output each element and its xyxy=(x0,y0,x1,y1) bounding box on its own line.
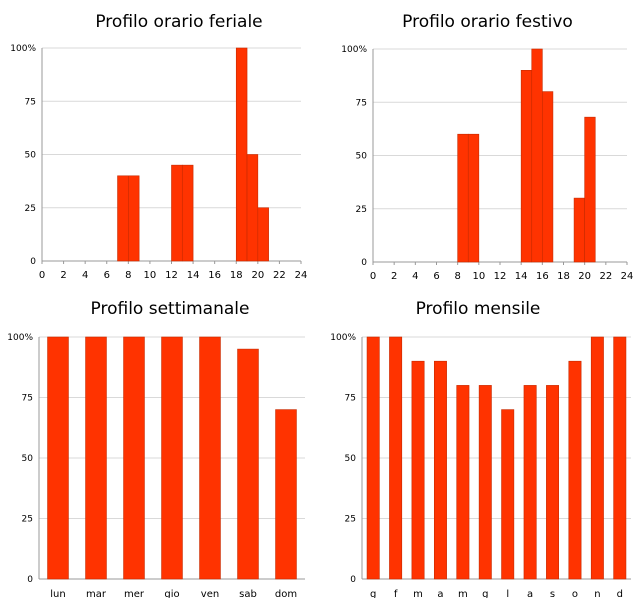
bar xyxy=(128,175,140,262)
x-tick-label: 18 xyxy=(230,270,243,281)
x-tick-label: mer xyxy=(124,589,145,598)
y-tick-label: 25 xyxy=(356,205,367,215)
bar xyxy=(257,207,269,262)
y-tick-label: 25 xyxy=(22,515,33,525)
x-tick-label: 8 xyxy=(125,270,131,281)
x-tick-label: 20 xyxy=(251,270,264,281)
x-tick-label: mar xyxy=(86,589,107,598)
bar xyxy=(613,336,627,580)
y-tick-label: 75 xyxy=(345,394,356,404)
bar xyxy=(161,336,183,580)
bar xyxy=(568,360,582,580)
x-tick-label: g xyxy=(370,589,376,598)
y-tick-label: 75 xyxy=(356,98,367,108)
bar xyxy=(478,385,492,580)
x-tick-label: 24 xyxy=(295,270,308,281)
x-tick-label: dom xyxy=(275,589,297,598)
x-tick-label: m xyxy=(458,589,468,598)
x-tick-label: a xyxy=(527,589,533,598)
y-tick-label: 100% xyxy=(330,333,356,343)
x-tick-label: 18 xyxy=(557,271,570,282)
x-tick-label: g xyxy=(482,589,488,598)
x-tick-label: 6 xyxy=(104,270,110,281)
bar xyxy=(584,116,596,263)
x-tick-label: 14 xyxy=(515,271,528,282)
x-tick-label: 0 xyxy=(370,271,376,282)
x-tick-label: 4 xyxy=(82,270,88,281)
x-tick-label: 24 xyxy=(621,271,633,282)
x-tick-label: 16 xyxy=(208,270,221,281)
x-tick-label: n xyxy=(594,589,600,598)
x-tick-label: 2 xyxy=(391,271,397,282)
y-tick-label: 75 xyxy=(22,394,33,404)
chart-title-mensile: Profilo mensile xyxy=(415,299,541,319)
bar xyxy=(433,360,447,580)
x-tick-label: 22 xyxy=(599,271,612,282)
x-tick-label: lun xyxy=(50,589,65,598)
chart-title-feriale: Profilo orario feriale xyxy=(95,12,263,32)
bar xyxy=(456,385,470,580)
bar xyxy=(389,336,403,580)
x-tick-label: 22 xyxy=(273,270,286,281)
bar xyxy=(275,409,297,580)
y-tick-label: 25 xyxy=(345,515,356,525)
bar xyxy=(123,336,145,580)
bar xyxy=(411,360,425,580)
x-tick-label: 4 xyxy=(412,271,418,282)
y-tick-label: 50 xyxy=(356,152,368,162)
x-tick-label: o xyxy=(572,589,578,598)
bar xyxy=(467,133,480,263)
y-tick-label: 0 xyxy=(30,257,36,267)
x-tick-label: m xyxy=(413,589,423,598)
x-tick-label: 6 xyxy=(433,271,439,282)
y-tick-label: 25 xyxy=(25,204,36,214)
x-tick-label: l xyxy=(506,589,509,598)
y-tick-label: 0 xyxy=(27,575,33,585)
x-tick-label: 12 xyxy=(494,271,507,282)
x-tick-label: 10 xyxy=(472,271,485,282)
x-tick-label: 12 xyxy=(165,270,178,281)
x-tick-label: 16 xyxy=(536,271,549,282)
y-tick-label: 0 xyxy=(361,258,367,268)
x-tick-label: 14 xyxy=(187,270,200,281)
bar xyxy=(85,336,107,580)
bar xyxy=(542,91,554,263)
bar xyxy=(181,164,194,262)
bar xyxy=(47,336,69,580)
bar xyxy=(366,336,380,580)
x-tick-label: a xyxy=(437,589,443,598)
y-tick-label: 100% xyxy=(7,333,33,343)
x-tick-label: sab xyxy=(239,589,257,598)
x-tick-label: 0 xyxy=(39,270,45,281)
chart-title-festivo: Profilo orario festivo xyxy=(402,12,573,32)
x-tick-label: d xyxy=(617,589,623,598)
chart-title-settimanale: Profilo settimanale xyxy=(90,299,250,319)
bar xyxy=(199,336,221,580)
x-tick-label: 20 xyxy=(578,271,591,282)
x-tick-label: f xyxy=(394,589,398,598)
y-tick-label: 100% xyxy=(341,45,367,55)
x-tick-label: s xyxy=(550,589,555,598)
y-tick-label: 100% xyxy=(10,44,36,54)
x-tick-label: 2 xyxy=(60,270,66,281)
y-tick-label: 50 xyxy=(22,454,34,464)
x-tick-label: 10 xyxy=(144,270,157,281)
y-tick-label: 0 xyxy=(350,575,356,585)
x-tick-label: gio xyxy=(164,589,179,598)
x-tick-label: 8 xyxy=(454,271,460,282)
y-tick-label: 50 xyxy=(345,454,357,464)
bar xyxy=(523,385,537,580)
bar xyxy=(237,348,259,580)
bar xyxy=(590,336,604,580)
x-tick-label: ven xyxy=(201,589,219,598)
y-tick-label: 50 xyxy=(25,151,37,161)
bar xyxy=(501,409,515,580)
bar xyxy=(546,385,560,580)
y-tick-label: 75 xyxy=(25,97,36,107)
